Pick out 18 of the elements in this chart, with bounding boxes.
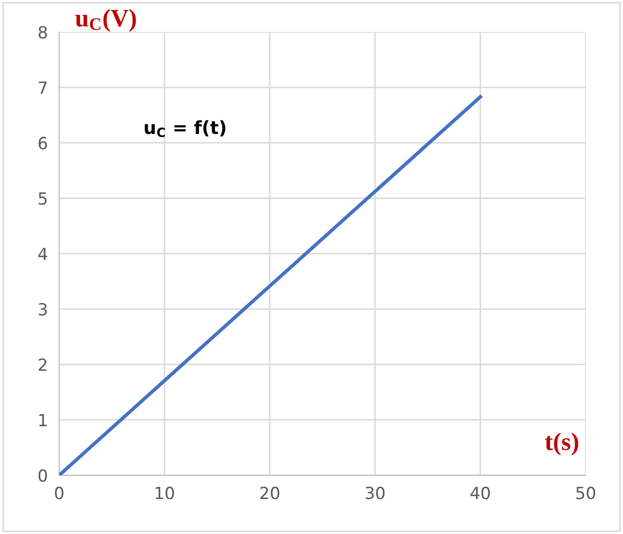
x-axis-title: t(s) (544, 432, 578, 456)
x-tick-label: 10 (156, 486, 174, 500)
x-tick-label: 30 (366, 486, 385, 500)
y-tick-label: 5 (38, 192, 47, 205)
x-tick-label: 40 (470, 486, 490, 500)
annotation: u$_{C}$ = f(t) (144, 120, 226, 138)
x-tick-label: 50 (576, 486, 596, 500)
y-tick-label: 4 (38, 248, 48, 260)
y-tick-label: 6 (38, 136, 48, 150)
y-tick-label: 1 (39, 414, 47, 426)
y-tick-label: 3 (38, 303, 47, 316)
x-tick-label: 0 (54, 486, 64, 500)
y-tick-label: 8 (38, 26, 47, 39)
y-axis-title: u$_{C}$(V) (75, 9, 136, 32)
y-tick-label: 2 (38, 358, 46, 371)
x-tick-label: 20 (260, 486, 280, 500)
y-tick-label: 0 (38, 469, 47, 482)
y-tick-label: 7 (38, 82, 47, 94)
